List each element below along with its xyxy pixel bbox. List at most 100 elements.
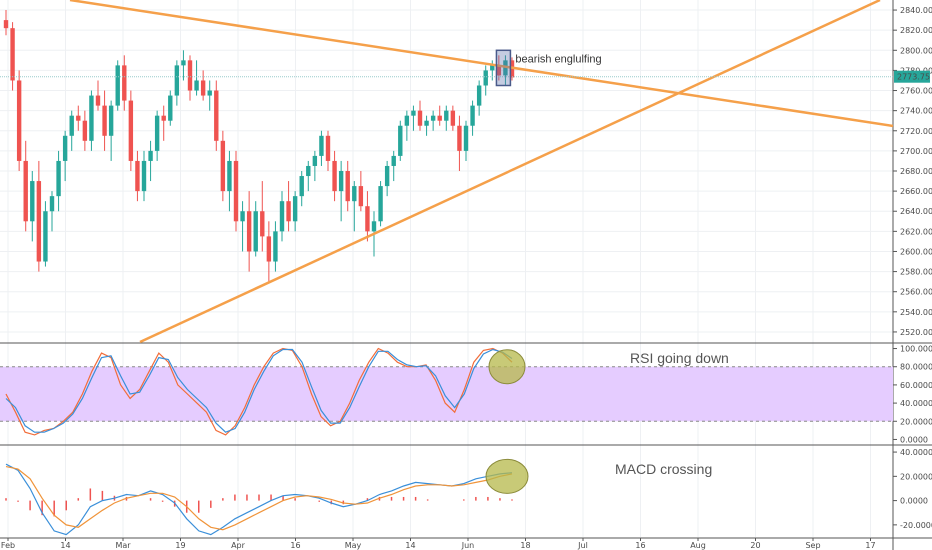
- macd-note: MACD crossing: [615, 461, 712, 477]
- candle-body: [391, 155, 396, 166]
- candle-body: [187, 60, 193, 91]
- candle-body: [312, 155, 318, 166]
- rsi-series-line: [5, 348, 513, 433]
- y-tick-label: 2540.00: [900, 308, 932, 317]
- macd-y-tick-label: 40.0000: [900, 448, 932, 457]
- candle-body: [338, 171, 344, 192]
- candle-body: [154, 115, 160, 151]
- candle-body: [371, 221, 377, 232]
- candle-body: [89, 95, 94, 141]
- candle-body: [352, 186, 357, 202]
- macd-y-tick-label: 20.0000: [900, 472, 932, 481]
- candle-body: [490, 65, 495, 71]
- macd-series-line: [5, 466, 513, 531]
- rsi-y-tick-label: 0.0000: [900, 435, 928, 444]
- y-tick-label: 2620.00: [900, 227, 932, 236]
- rsi-y-tick-label: 60.0000: [900, 381, 932, 390]
- trendline-lower[interactable]: [139, 0, 881, 344]
- time-x-axis: Feb 14 Mar 19 Apr 16 May 14 Jun 18 Jul 16 Aug 20 Sep 17: [1, 538, 876, 550]
- candle-body: [430, 115, 436, 121]
- candle-body: [299, 176, 304, 197]
- candles-layer: [3, 10, 515, 282]
- y-tick-label: 2840.00: [900, 6, 932, 15]
- candle-body: [10, 28, 15, 81]
- x-tick-label: Aug: [690, 541, 706, 550]
- candle-body: [246, 211, 252, 252]
- candle-body: [266, 236, 272, 262]
- candle-body: [135, 160, 140, 192]
- price-y-axis: 2840.002820.002800.002780.002760.002740.…: [893, 6, 932, 337]
- macd-series-line: [5, 463, 513, 536]
- y-tick-label: 2520.00: [900, 328, 932, 337]
- rsi-y-axis: 100.0000 80.0000 60.0000 40.0000 20.0000 0.00…: [893, 345, 932, 444]
- candle-body: [411, 110, 416, 116]
- x-tick-label: 16: [290, 541, 300, 550]
- y-tick-label: 2680.00: [900, 167, 932, 176]
- candle-body: [200, 80, 206, 96]
- candle-body: [253, 211, 258, 252]
- rsi-y-tick-label: 100.0000: [900, 345, 932, 354]
- candle-body: [332, 160, 337, 192]
- candle-body: [95, 95, 101, 106]
- candle-body: [384, 165, 390, 187]
- price-badge-value: 2773.75: [897, 73, 930, 82]
- macd-highlight-circle[interactable]: [485, 458, 529, 494]
- candle-body: [273, 231, 278, 262]
- macd-y-tick-label: -20.0000: [900, 521, 932, 530]
- y-tick-label: 2720.00: [900, 127, 932, 136]
- candle-body: [260, 211, 265, 237]
- rsi-band: [0, 366, 893, 422]
- x-tick-label: May: [345, 541, 362, 550]
- candle-body: [168, 95, 173, 121]
- macd-y-tick-label: 0.0000: [900, 497, 928, 506]
- candle-body: [319, 135, 324, 156]
- macd-histogram-layer: [5, 488, 513, 517]
- rsi-lines-layer: [5, 347, 513, 436]
- candle-body: [108, 105, 114, 136]
- macd-lines-layer: [5, 463, 513, 536]
- rsi-note: RSI going down: [630, 350, 729, 366]
- candle-body: [49, 196, 55, 212]
- candle-body: [325, 135, 331, 161]
- candle-body: [306, 165, 311, 177]
- pattern-label: bearish englulfing: [515, 53, 601, 65]
- x-tick-label: Apr: [231, 541, 246, 550]
- x-tick-label: 18: [520, 541, 530, 550]
- x-tick-label: Mar: [115, 541, 131, 550]
- candle-body: [279, 201, 285, 232]
- candle-body: [43, 211, 48, 262]
- candle-body: [470, 105, 475, 126]
- x-tick-label: 19: [175, 541, 185, 550]
- y-tick-label: 2800.00: [900, 46, 932, 55]
- y-tick-label: 2560.00: [900, 288, 932, 297]
- rsi-y-tick-label: 40.0000: [900, 399, 932, 408]
- candle-body: [496, 65, 502, 76]
- pattern-highlight-box[interactable]: [495, 49, 512, 87]
- candle-body: [82, 120, 88, 141]
- x-tick-label: Jul: [577, 541, 588, 550]
- candle-body: [345, 171, 350, 202]
- trendline-upper[interactable]: [69, 0, 894, 128]
- x-tick-label: 14: [405, 541, 415, 550]
- candle-body: [227, 160, 232, 192]
- candle-body: [30, 181, 35, 222]
- candle-body: [240, 211, 245, 222]
- candle-body: [36, 181, 42, 262]
- x-tick-label: 16: [635, 541, 645, 550]
- candle-body: [115, 65, 120, 106]
- rsi-y-tick-label: 20.0000: [900, 417, 932, 426]
- candle-body: [3, 20, 9, 29]
- candle-body: [398, 125, 403, 156]
- candle-body: [457, 125, 462, 151]
- candle-body: [220, 140, 226, 192]
- candle-body: [450, 110, 456, 126]
- candle-body: [181, 60, 186, 66]
- candle-body: [483, 70, 488, 86]
- rsi-highlight-circle[interactable]: [488, 349, 526, 385]
- y-tick-label: 2740.00: [900, 107, 932, 116]
- candle-body: [233, 160, 239, 222]
- candle-body: [76, 115, 81, 121]
- candle-body: [141, 160, 147, 192]
